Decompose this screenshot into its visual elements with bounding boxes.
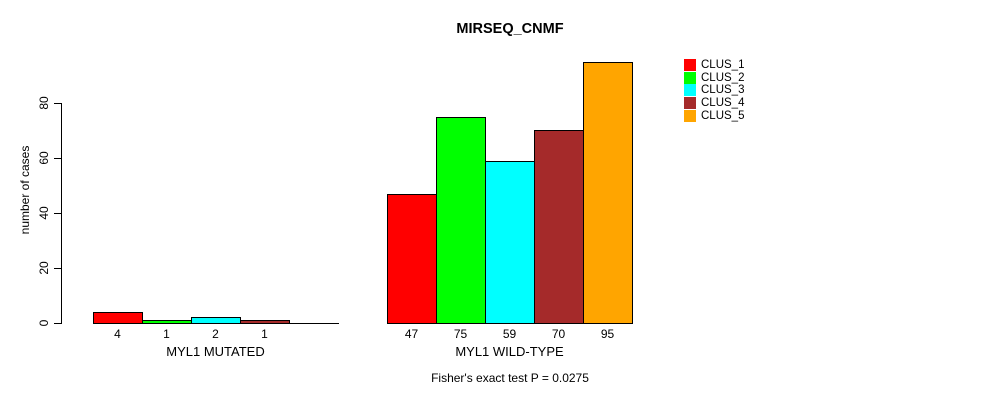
legend-label: CLUS_4 (701, 97, 745, 109)
group-label: MYL1 WILD-TYPE (455, 344, 564, 359)
y-axis-tick (54, 103, 61, 104)
legend-label: CLUS_3 (701, 84, 745, 96)
bar-value-label: 1 (261, 327, 268, 341)
legend-label: CLUS_5 (701, 110, 745, 122)
bar-clus_4 (240, 320, 290, 324)
legend-swatch-icon (684, 84, 696, 96)
y-axis-line (61, 103, 62, 324)
legend-swatch-icon (684, 97, 696, 109)
y-tick-label: 20 (37, 261, 51, 275)
bar-value-label: 95 (600, 327, 615, 341)
bar-clus_1 (387, 194, 437, 324)
y-axis-tick (54, 323, 61, 324)
bar-value-label: 75 (453, 327, 468, 341)
legend-swatch-icon (684, 72, 696, 84)
group-label: MYL1 MUTATED (166, 344, 265, 359)
legend-swatch-icon (684, 59, 696, 71)
bar-value-label: 2 (212, 327, 219, 341)
y-tick-label: 0 (37, 319, 51, 327)
legend-swatch-icon (684, 110, 696, 122)
bar-clus_3 (191, 317, 241, 324)
bar-clus_5 (583, 62, 633, 324)
bar-clus_4 (534, 130, 584, 324)
y-tick-label: 80 (37, 96, 51, 110)
y-tick-label: 60 (37, 151, 51, 165)
bar-clus_2 (436, 117, 486, 324)
bar-value-label: 47 (404, 327, 419, 341)
y-tick-label: 40 (37, 206, 51, 220)
bar-value-label: 1 (163, 327, 170, 341)
y-axis-tick (54, 268, 61, 269)
y-axis-tick (54, 158, 61, 159)
bar-value-label: 59 (502, 327, 517, 341)
bar-clus_2 (142, 320, 192, 324)
y-axis-tick (54, 213, 61, 214)
bar-clus_1 (93, 312, 143, 324)
bar-value-label: 4 (114, 327, 121, 341)
legend-label: CLUS_1 (701, 59, 745, 71)
bar-clus_3 (485, 161, 535, 324)
legend-label: CLUS_2 (701, 72, 745, 84)
bar-value-label: 70 (551, 327, 566, 341)
fisher-test-annotation: Fisher's exact test P = 0.0275 (431, 371, 589, 385)
chart-title: MIRSEQ_CNMF (456, 21, 564, 37)
